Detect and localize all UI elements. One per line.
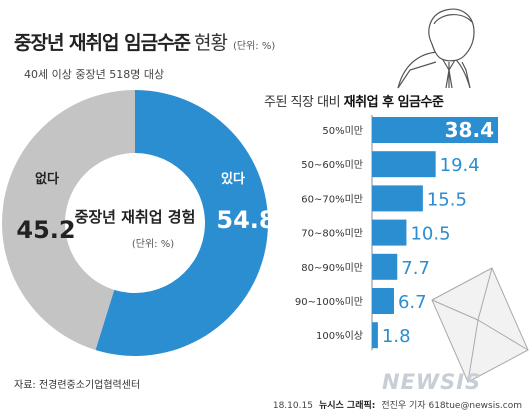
donut-center-unit: (단위: %) [132, 237, 174, 250]
bar [372, 219, 407, 246]
bar [372, 322, 378, 349]
watermark: NEWSIS [382, 370, 482, 394]
bar [372, 117, 498, 143]
donut-center-title: 중장년 재취업 경험 [75, 208, 196, 226]
credit-author: 전진우 기자 618tue@newsis.com [381, 401, 522, 411]
bar-title-bold: 재취업 후 임금수준 [343, 95, 444, 110]
bar-category-label: 50~60%미만 [301, 159, 363, 171]
bar-category-label: 70~80%미만 [301, 228, 363, 240]
title-main: 중장년 재취업 임금수준 [14, 32, 191, 54]
credit-date: 18.10.15 [272, 401, 313, 411]
donut-slice-1 [2, 90, 136, 350]
bar [372, 151, 436, 178]
bar-chart-title: 주된 직장 대비 재취업 후 임금수준 [264, 91, 444, 110]
bar-value-label: 7.7 [401, 258, 430, 279]
donut-slice-0 [95, 90, 268, 356]
bar [372, 288, 394, 314]
bar-value-label: 10.5 [410, 224, 450, 245]
subtitle: 40세 이상 중장년 518명 대상 [24, 68, 165, 81]
slice-label-yes: 있다 [221, 171, 245, 187]
title-suffix: 현황 [194, 32, 228, 54]
credit-line: 18.10.15 뉴시스 그래픽: 전진우 기자 618tue@newsis.com [273, 398, 522, 411]
bar-value-label: 15.5 [427, 189, 467, 210]
page-title: 중장년 재취업 임금수준 현황 (단위: %) [14, 28, 275, 55]
slice-value-no: 45.2 [16, 216, 75, 244]
bar [372, 185, 423, 212]
bar-value-label: 6.7 [398, 292, 427, 313]
businessman-illustration-icon [397, 8, 475, 89]
source-note: 자료: 전경련중소기업협력센터 [14, 380, 141, 391]
bar-category-label: 60~70%미만 [301, 193, 363, 205]
envelope-illustration-icon [431, 267, 529, 383]
bar-value-label: 1.8 [382, 326, 411, 347]
slice-value-yes: 54.8 [216, 206, 275, 234]
bar-category-label: 50%미만 [322, 125, 363, 137]
bar-value-label: 38.4 [445, 118, 494, 142]
title-unit: (단위: %) [233, 41, 276, 52]
bar-category-label: 80~90%미만 [301, 262, 363, 274]
donut-chart [2, 90, 268, 356]
bar-category-label: 90~100%미만 [295, 296, 363, 308]
slice-label-no: 없다 [35, 171, 59, 187]
bar [372, 253, 398, 280]
bar-chart: 50%미만 38.4 50~60%미만 19.4 60~70%미만 15.5 70~80%미… [295, 115, 498, 351]
bar-title-prefix: 주된 직장 대비 [264, 95, 341, 110]
bar-category-label: 100%이상 [316, 330, 363, 342]
credit-agency: 뉴시스 그래픽: [318, 401, 376, 411]
donut-labels: 중장년 재취업 경험 (단위: %) 있다 54.8 없다 45.2 [16, 171, 275, 250]
bar-value-label: 19.4 [440, 155, 480, 176]
